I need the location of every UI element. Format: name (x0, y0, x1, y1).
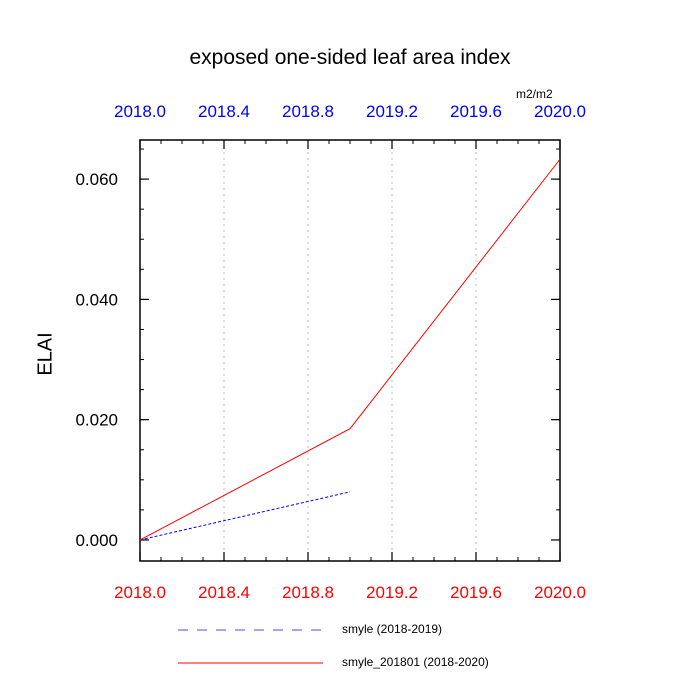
x-tick-label-bottom: 2018.4 (198, 583, 250, 602)
plot-frame (139, 139, 561, 562)
legend-label-2: smyle_201801 (2018-2020) (342, 655, 489, 669)
legend-label-1: smyle (2018-2019) (342, 622, 443, 636)
x-tick-label-top: 2018.0 (114, 102, 166, 121)
x-tick-label-top: 2019.6 (450, 102, 502, 121)
x-tick-label-bottom: 2019.2 (366, 583, 418, 602)
x-tick-label-bottom: 2018.0 (114, 583, 166, 602)
x-tick-label-top: 2018.8 (282, 102, 334, 121)
series-line-2 (139, 158, 561, 541)
units-label: m2/m2 (516, 87, 553, 101)
y-tick-label: 0.060 (75, 170, 118, 189)
x-tick-label-bottom: 2019.6 (450, 583, 502, 602)
x-tick-label-top: 2019.2 (366, 102, 418, 121)
x-tick-label-top: 2020.0 (534, 102, 586, 121)
y-tick-label: 0.040 (75, 290, 118, 309)
y-tick-label: 0.000 (75, 531, 118, 550)
x-tick-label-top: 2018.4 (198, 102, 250, 121)
x-tick-label-bottom: 2020.0 (534, 583, 586, 602)
x-tick-label-bottom: 2018.8 (282, 583, 334, 602)
y-tick-label: 0.020 (75, 411, 118, 430)
chart-title: exposed one-sided leaf area index (189, 46, 511, 69)
series-line-1 (139, 491, 351, 541)
